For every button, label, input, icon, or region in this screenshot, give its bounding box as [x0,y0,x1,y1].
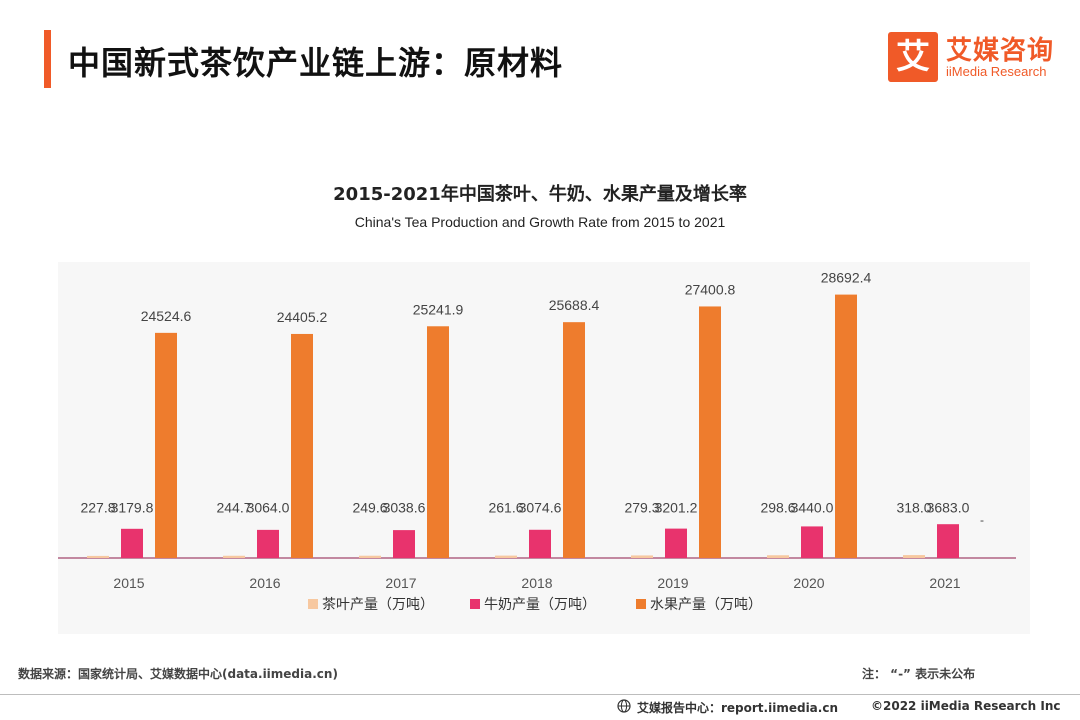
page-title: 中国新式茶饮产业链上游：原材料 [68,44,564,82]
data-label: 3179.8 [111,500,154,516]
bar [767,555,789,558]
data-label: 24524.6 [141,308,192,324]
report-center-link[interactable]: 艾媒报告中心：report.iimedia.cn [637,701,838,715]
data-label: 3074.6 [519,500,562,516]
footer-bar: 艾媒报告中心：report.iimedia.cn ©2022 iiMedia R… [0,697,1080,720]
data-label: 249.6 [352,500,387,516]
bar [495,555,517,558]
data-label: 279.3 [624,500,659,516]
bar [563,322,585,558]
bar [87,555,109,558]
legend-label: 牛奶产量（万吨） [484,597,596,613]
data-label: 244.7 [216,500,251,516]
x-tick-label: 2021 [929,575,960,591]
bar [529,529,551,558]
bar [699,306,721,558]
bar [835,294,857,558]
footnote: 注： “-” 表示未公布 [862,667,976,681]
x-tick-label: 2016 [249,575,280,591]
x-tick-label: 2018 [521,575,552,591]
copyright: ©2022 iiMedia Research Inc [871,699,1061,713]
data-label: 27400.8 [685,281,736,297]
data-label: 25241.9 [413,301,464,317]
logo-chinese-name: 艾媒咨询 [946,36,1055,66]
bar [155,332,177,558]
bar [359,555,381,558]
data-label: 3440.0 [791,500,834,516]
chart-title: 2015-2021年中国茶叶、牛奶、水果产量及增长率 [333,184,747,205]
bar [937,524,959,558]
legend-label: 水果产量（万吨） [650,597,762,613]
chart-subtitle: China's Tea Production and Growth Rate f… [354,214,726,230]
legend-swatch [636,599,646,609]
legend-swatch [308,599,318,609]
data-label: 3683.0 [927,500,970,516]
data-label: 3038.6 [383,500,426,516]
bar [801,526,823,558]
bar [291,333,313,558]
data-label: 28692.4 [821,270,872,286]
data-label: 298.6 [760,500,795,516]
x-tick-label: 2020 [793,575,824,591]
bar [427,326,449,558]
data-label: 3201.2 [655,500,698,516]
data-label: 3064.0 [247,500,290,516]
bar [393,530,415,558]
logo-english-name: iiMedia Research [946,64,1047,79]
footer-divider [0,694,1080,695]
legend-label: 茶叶产量（万吨） [322,597,434,613]
bar [121,528,143,558]
x-tick-label: 2019 [657,575,688,591]
data-label: 25688.4 [549,297,600,313]
x-tick-label: 2015 [113,575,144,591]
bar [223,555,245,558]
iimedia-logo: 艾 艾媒咨询 iiMedia Research [888,30,1058,84]
logo-mark: 艾 [888,32,938,82]
legend-swatch [470,599,480,609]
data-label: 227.8 [80,500,115,516]
data-label: 261.6 [488,500,523,516]
bar [257,529,279,558]
x-tick-label: 2017 [385,575,416,591]
data-source: 数据来源：国家统计局、艾媒数据中心(data.iimedia.cn) [18,667,338,681]
data-label: - [980,513,984,527]
title-accent-bar [44,30,51,88]
data-label: 24405.2 [277,309,328,325]
data-label: 318.0 [896,500,931,516]
chart-panel: 227.8 3179.8 24524.6 2015 244.7 3064.0 24405.2… [58,262,1030,634]
bar [665,528,687,558]
bar [903,555,925,558]
bar [631,555,653,558]
globe-icon [617,699,631,713]
